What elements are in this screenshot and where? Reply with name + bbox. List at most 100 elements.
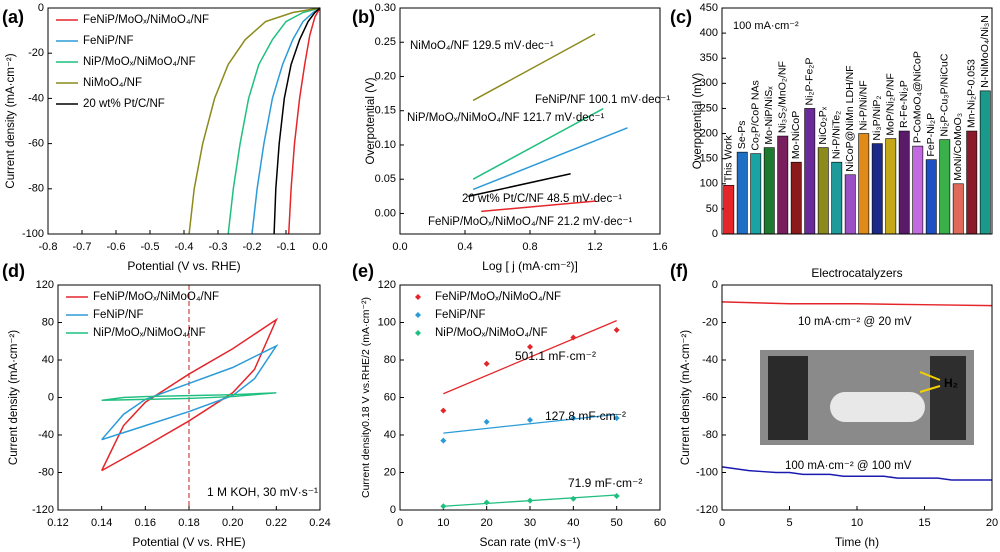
plot-frame	[721, 284, 993, 511]
line-label: FeNiP/MoOₓ/NiMoO₄/NF 21.2 mV·dec⁻¹	[428, 216, 632, 228]
y-axis-label: Current density (mA·cm⁻²)	[680, 330, 692, 465]
line	[472, 33, 596, 102]
y-tick-label: -60	[28, 138, 44, 150]
y-tick-label: 400	[700, 27, 718, 39]
arrow	[919, 371, 941, 381]
legend-label: NiP/MoOₓ/NiMoO₄/NF	[93, 327, 206, 339]
plot-frame	[721, 7, 993, 235]
x-tick-label: -0.5	[141, 241, 160, 253]
y-tick-label: 50	[706, 203, 718, 215]
x-tick-label: -0.1	[277, 241, 296, 253]
x-tick-label: -0.7	[73, 241, 92, 253]
bar-label: Mo-NiP/NiSₓ	[763, 86, 775, 145]
y-tick-label: -20	[28, 47, 44, 59]
bar-label: Ni₂P-Cu₃P/NiCuC	[939, 53, 951, 136]
line	[273, 7, 321, 235]
arrow	[919, 385, 941, 393]
annotation: 501.1 mF·cm⁻²	[515, 349, 596, 363]
bar	[804, 108, 816, 235]
y-tick-label: -100	[696, 466, 718, 478]
y-tick-label: 120	[378, 279, 396, 291]
y-tick-label: 0.05	[375, 173, 396, 185]
bar	[858, 133, 870, 235]
y-tick-label: 80	[384, 354, 396, 366]
y-tick-label: -80	[702, 429, 718, 441]
point	[483, 418, 490, 425]
y-tick-label: 60	[384, 391, 396, 403]
y-tick-label: 150	[700, 153, 718, 165]
plot-frame	[47, 7, 321, 235]
line	[721, 466, 992, 481]
x-tick-label: 0.24	[309, 517, 330, 529]
line-label: 20 wt% Pt/C/NF 48.5 mV·dec⁻¹	[462, 193, 622, 205]
line	[468, 173, 571, 198]
x-axis-label: Log [ j (mA·cm⁻²)]	[482, 259, 578, 273]
bar	[763, 147, 775, 235]
annotation: 100 mA·cm⁻²	[733, 20, 799, 32]
point	[570, 495, 577, 502]
point	[527, 343, 533, 350]
fit-line	[443, 320, 617, 395]
bar-label: Ni₂P-Fe₂P	[804, 58, 816, 106]
line	[227, 7, 321, 235]
y-tick-label: -40	[702, 354, 718, 366]
y-tick-label: 40	[42, 354, 54, 366]
y-tick-label: 250	[700, 102, 718, 114]
x-tick-label: 0.0	[312, 241, 327, 253]
line-label: 100 mA·cm⁻² @ 100 mV	[785, 460, 912, 472]
bar-label: Se-Ps	[736, 121, 748, 150]
point	[440, 407, 447, 414]
y-tick-label: 100	[700, 178, 718, 190]
bar	[750, 153, 762, 235]
panel-label: (a)	[2, 7, 24, 27]
point	[483, 499, 490, 506]
panel-label: (b)	[352, 7, 375, 27]
bar-label: MoP/Ni₂P/NF	[885, 73, 897, 135]
point	[613, 492, 620, 499]
y-tick-label: 0.00	[375, 207, 396, 219]
y-tick-label: 0.30	[375, 2, 396, 14]
x-axis-label: Scan rate (mV·s⁻¹)	[479, 535, 580, 549]
bar-label: MoNi/CoMoO₃	[952, 113, 964, 181]
line	[100, 317, 279, 472]
y-tick-label: 0.25	[375, 36, 396, 48]
plot-frame	[399, 284, 661, 511]
y-axis-label: Overpotential (V)	[365, 77, 377, 164]
plot-frame	[399, 7, 661, 235]
bar-label: Co₂P/CoP NAs	[750, 80, 762, 150]
x-tick-label: 0.22	[266, 517, 287, 529]
x-tick-label: 0.12	[47, 517, 68, 529]
line	[481, 200, 596, 213]
bar-label: Mo-NiCoP	[790, 111, 802, 159]
line	[188, 7, 321, 235]
point	[483, 360, 490, 367]
annotation: 1 M KOH, 30 mV·s⁻¹	[207, 485, 318, 499]
y-tick-label: 0	[712, 228, 718, 240]
bar	[790, 161, 802, 235]
x-tick-label: 20	[481, 517, 493, 529]
line	[101, 344, 279, 441]
bar	[871, 143, 883, 235]
x-tick-label: 5	[786, 517, 792, 529]
photo-inset	[760, 350, 974, 445]
y-tick-label: 0	[38, 2, 44, 14]
y-tick-label: -40	[38, 429, 54, 441]
bar	[939, 139, 951, 235]
legend-label: FeNiP/MoOₓ/NiMoO₄/NF	[93, 291, 219, 303]
bar	[966, 130, 978, 235]
x-axis-label: Potential (V vs. RHE)	[132, 535, 245, 549]
y-tick-label: 120	[36, 279, 54, 291]
y-tick-label: -120	[32, 504, 54, 516]
legend-label: FeNiP/NF	[93, 309, 143, 321]
bar-label: Ni-P/NiTe₂	[831, 111, 843, 159]
y-tick-label: 0.10	[375, 139, 396, 151]
bar	[777, 135, 789, 235]
bar	[898, 130, 910, 235]
x-axis-label: Time (h)	[835, 535, 879, 549]
fit-line	[443, 413, 617, 434]
line	[721, 301, 993, 307]
bar-label: Ni₃P/NiP₂	[871, 95, 883, 140]
y-tick-label: -20	[702, 316, 718, 328]
x-tick-label: 0.8	[522, 241, 537, 253]
y-tick-label: -80	[38, 466, 54, 478]
